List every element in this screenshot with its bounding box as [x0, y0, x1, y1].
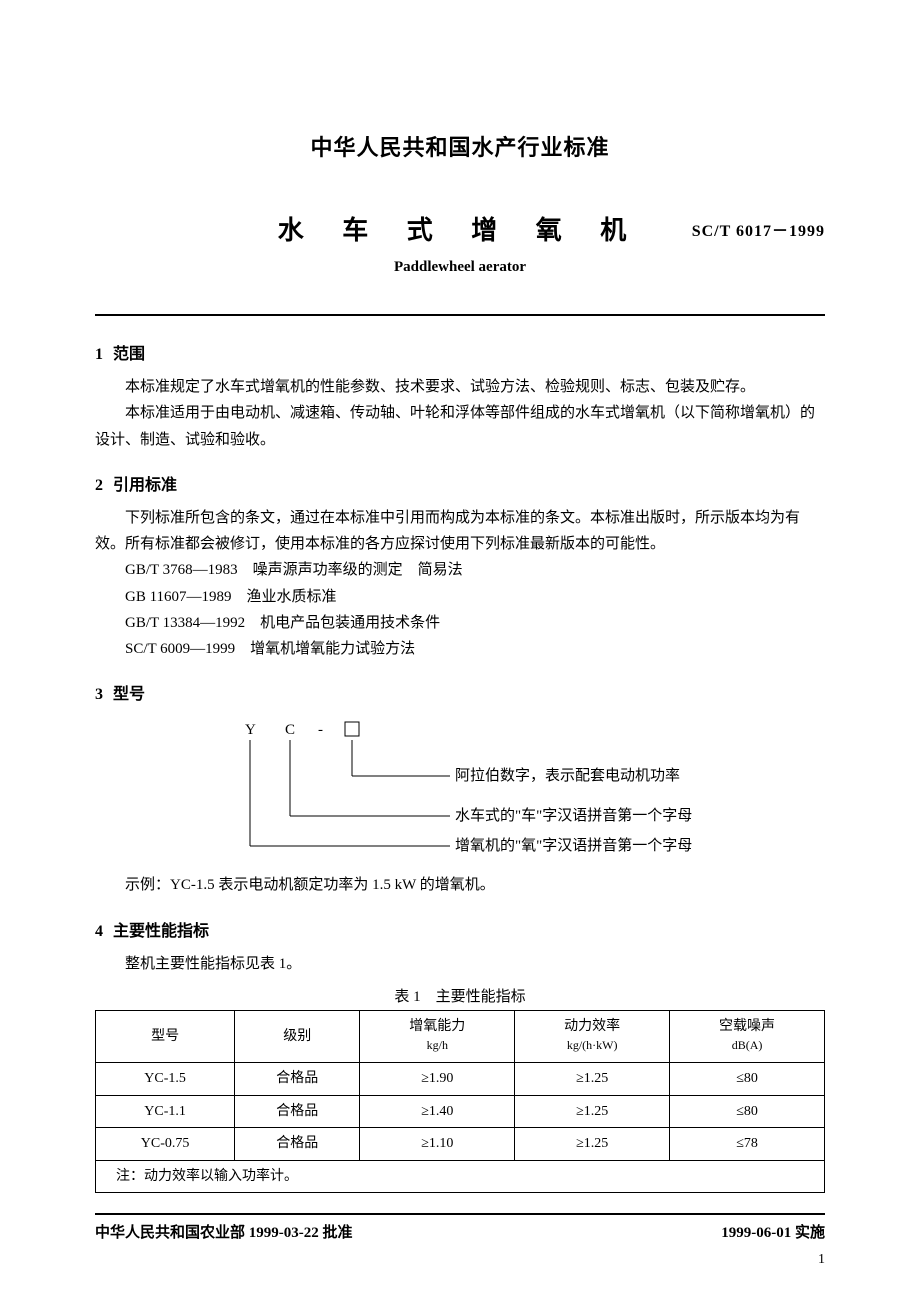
footer-effective: 1999-06-01 实施	[721, 1221, 825, 1242]
reference-item: GB/T 3768—1983 噪声源声功率级的测定 简易法	[125, 557, 825, 583]
diagram-svg: Y C - 阿拉伯数字，表示配套电动机功率 水车式的"车"字汉语拼音第一个字母 …	[150, 716, 770, 866]
cell: ≥1.10	[360, 1128, 515, 1161]
cell: YC-1.5	[96, 1062, 235, 1095]
model-code-diagram: Y C - 阿拉伯数字，表示配套电动机功率 水车式的"车"字汉语拼音第一个字母 …	[95, 716, 825, 866]
table-note-row: 注：动力效率以输入功率计。	[96, 1160, 825, 1193]
document-page: 中华人民共和国水产行业标准 水 车 式 增 氧 机 SC/T 6017－1999…	[0, 0, 920, 1302]
diagram-label-c: C	[285, 722, 295, 738]
subtitle-english: Paddlewheel aerator	[95, 259, 825, 276]
cell: ≥1.25	[515, 1128, 670, 1161]
cell: ≤80	[670, 1062, 825, 1095]
col-model: 型号	[96, 1010, 235, 1062]
section-1-num: 1	[95, 346, 103, 363]
section-1-para-2: 本标准适用于由电动机、减速箱、传动轴、叶轮和浮体等部件组成的水车式增氧机（以下简…	[95, 400, 825, 453]
cell: YC-1.1	[96, 1095, 235, 1128]
col-efficiency: 动力效率 kg/(h·kW)	[515, 1010, 670, 1062]
footer-approved: 中华人民共和国农业部 1999-03-22 批准	[95, 1221, 353, 1242]
diagram-line-3: 增氧机的"氧"字汉语拼音第一个字母	[455, 836, 692, 854]
table-note: 注：动力效率以输入功率计。	[96, 1160, 825, 1193]
divider-top	[95, 314, 825, 316]
diagram-label-dash: -	[318, 722, 323, 738]
section-2-title: 引用标准	[113, 477, 177, 494]
spec-table: 型号 级别 增氧能力 kg/h 动力效率 kg/(h·kW) 空载噪声 dB(A…	[95, 1010, 825, 1194]
cell: 合格品	[235, 1128, 360, 1161]
cell: 合格品	[235, 1095, 360, 1128]
cell: 合格品	[235, 1062, 360, 1095]
section-1-heading: 1 范围	[95, 340, 825, 364]
cell: YC-0.75	[96, 1128, 235, 1161]
diagram-line-2: 水车式的"车"字汉语拼音第一个字母	[455, 806, 692, 824]
section-3-heading: 3 型号	[95, 680, 825, 704]
section-4-para-1: 整机主要性能指标见表 1。	[95, 951, 825, 977]
section-2-num: 2	[95, 477, 103, 494]
document-title: 水 车 式 增 氧 机	[278, 210, 643, 247]
reference-list: GB/T 3768—1983 噪声源声功率级的测定 简易法 GB 11607—1…	[95, 557, 825, 662]
table-1-title: 表 1 主要性能指标	[95, 985, 825, 1006]
section-4-title: 主要性能指标	[113, 923, 209, 940]
table-row: YC-1.1 合格品 ≥1.40 ≥1.25 ≤80	[96, 1095, 825, 1128]
table-header-row: 型号 级别 增氧能力 kg/h 动力效率 kg/(h·kW) 空载噪声 dB(A…	[96, 1010, 825, 1062]
section-4-heading: 4 主要性能指标	[95, 917, 825, 941]
reference-item: SC/T 6009—1999 增氧机增氧能力试验方法	[125, 636, 825, 662]
table-row: YC-0.75 合格品 ≥1.10 ≥1.25 ≤78	[96, 1128, 825, 1161]
col-grade: 级别	[235, 1010, 360, 1062]
col-noise: 空载噪声 dB(A)	[670, 1010, 825, 1062]
cell: ≥1.40	[360, 1095, 515, 1128]
diagram-box-icon	[345, 722, 359, 736]
footer: 中华人民共和国农业部 1999-03-22 批准 1999-06-01 实施	[95, 1213, 825, 1242]
section-1-title: 范围	[113, 346, 145, 363]
section-3-example: 示例：YC-1.5 表示电动机额定功率为 1.5 kW 的增氧机。	[95, 872, 825, 898]
section-3-title: 型号	[113, 686, 145, 703]
diagram-label-y: Y	[245, 722, 256, 738]
section-2-para-1: 下列标准所包含的条文，通过在本标准中引用而构成为本标准的条文。本标准出版时，所示…	[95, 505, 825, 558]
col-oxygen: 增氧能力 kg/h	[360, 1010, 515, 1062]
reference-item: GB/T 13384—1992 机电产品包装通用技术条件	[125, 610, 825, 636]
org-title: 中华人民共和国水产行业标准	[95, 130, 825, 162]
section-1-para-1: 本标准规定了水车式增氧机的性能参数、技术要求、试验方法、检验规则、标志、包装及贮…	[95, 374, 825, 400]
section-4-num: 4	[95, 923, 103, 940]
document-code: SC/T 6017－1999	[692, 217, 825, 241]
section-3-num: 3	[95, 686, 103, 703]
page-number: 1	[818, 1252, 825, 1268]
diagram-line-1: 阿拉伯数字，表示配套电动机功率	[455, 767, 680, 784]
title-row: 水 车 式 增 氧 机 SC/T 6017－1999	[95, 210, 825, 247]
cell: ≤78	[670, 1128, 825, 1161]
section-2-heading: 2 引用标准	[95, 471, 825, 495]
cell: ≥1.25	[515, 1062, 670, 1095]
cell: ≥1.25	[515, 1095, 670, 1128]
divider-foot	[95, 1213, 825, 1215]
reference-item: GB 11607—1989 渔业水质标准	[125, 584, 825, 610]
table-row: YC-1.5 合格品 ≥1.90 ≥1.25 ≤80	[96, 1062, 825, 1095]
cell: ≥1.90	[360, 1062, 515, 1095]
cell: ≤80	[670, 1095, 825, 1128]
